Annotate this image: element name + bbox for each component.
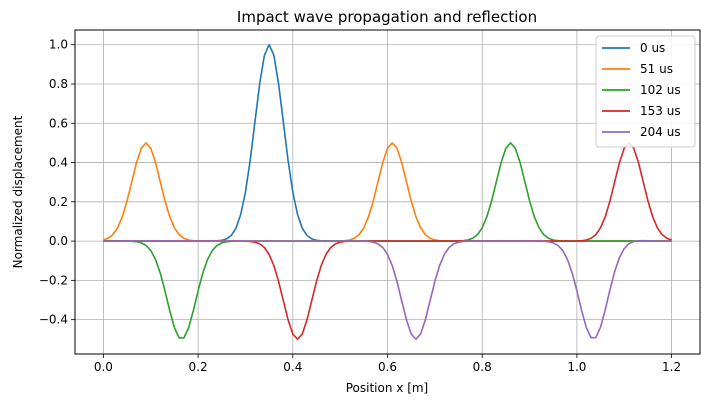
y-tick-label: 0.2 xyxy=(49,195,68,209)
x-tick-label: 0.6 xyxy=(378,360,397,374)
x-tick-label: 0.0 xyxy=(94,360,113,374)
legend: 0 us 51 us 102 us 153 us 204 us xyxy=(595,35,696,148)
legend-label: 51 us xyxy=(640,62,673,76)
x-axis: 0.0 0.2 0.4 0.6 0.8 1.0 1.2 xyxy=(94,354,681,374)
legend-label: 204 us xyxy=(640,125,681,139)
series-lines xyxy=(103,43,672,341)
y-tick-label: 0.8 xyxy=(49,77,68,91)
y-tick-label: 0.6 xyxy=(49,116,68,130)
x-tick-label: 0.4 xyxy=(283,360,302,374)
x-tick-label: 0.2 xyxy=(189,360,208,374)
series-line-4 xyxy=(103,239,672,341)
legend-label: 102 us xyxy=(640,83,681,97)
y-axis-label: Normalized displacement xyxy=(11,115,25,268)
x-axis-label: Position x [m] xyxy=(346,381,429,395)
y-tick-label: 0.4 xyxy=(49,156,68,170)
legend-label: 0 us xyxy=(640,41,665,55)
x-tick-label: 0.8 xyxy=(473,360,492,374)
y-tick-label: −0.2 xyxy=(39,273,68,287)
legend-label: 153 us xyxy=(640,104,681,118)
x-tick-label: 1.2 xyxy=(662,360,681,374)
x-tick-label: 1.0 xyxy=(567,360,586,374)
legend-box xyxy=(595,35,696,148)
y-tick-label: 1.0 xyxy=(49,38,68,52)
y-tick-label: 0.0 xyxy=(49,234,68,248)
y-tick-label: −0.4 xyxy=(39,313,68,327)
chart-title: Impact wave propagation and reflection xyxy=(237,8,537,26)
y-axis: −0.4 −0.2 0.0 0.2 0.4 0.6 0.8 1.0 xyxy=(39,38,75,327)
